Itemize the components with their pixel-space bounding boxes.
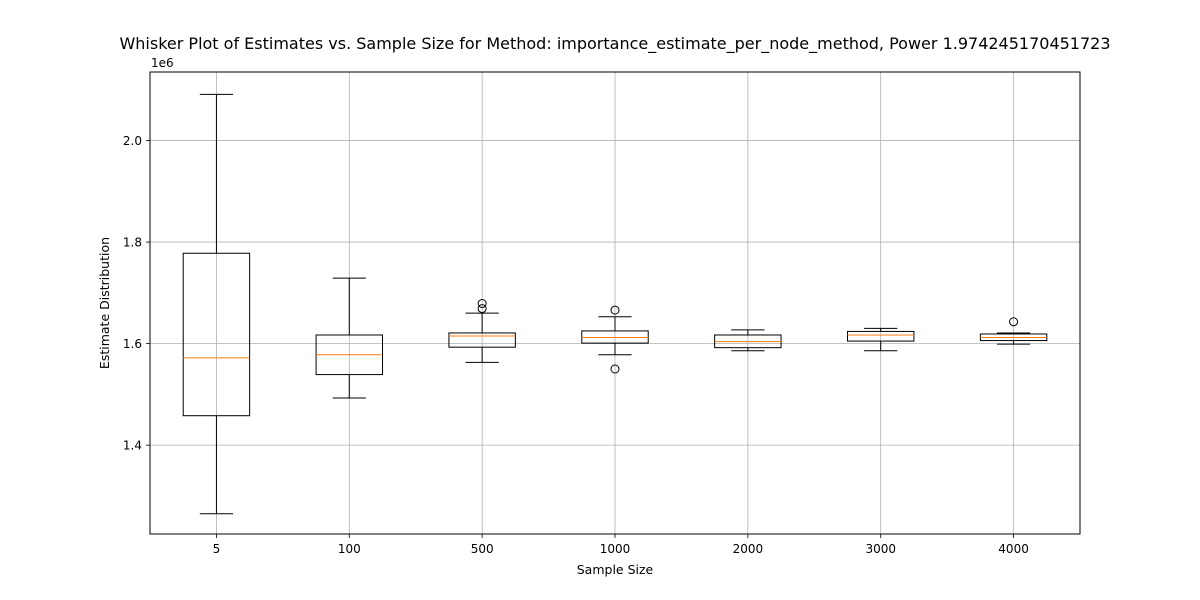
grid-lines bbox=[150, 72, 1080, 534]
y-axis-label: Estimate Distribution bbox=[97, 237, 112, 369]
x-tick-label: 1000 bbox=[600, 542, 631, 556]
y-tick-label: 1.8 bbox=[123, 236, 142, 250]
y-tick-label: 1.4 bbox=[123, 439, 142, 453]
plot-area-frame bbox=[149, 71, 1081, 535]
outlier-point bbox=[610, 305, 620, 315]
y-axis-offset-label: 1e6 bbox=[151, 56, 174, 70]
outlier-point bbox=[477, 304, 487, 314]
x-axis-label: Sample Size bbox=[577, 562, 654, 577]
box-group-500 bbox=[448, 299, 516, 363]
box-group-4000 bbox=[979, 317, 1048, 345]
box-group-5 bbox=[182, 93, 251, 515]
y-tick-label: 2.0 bbox=[123, 134, 142, 148]
iqr-box bbox=[581, 330, 649, 344]
box-group-2000 bbox=[714, 329, 782, 352]
iqr-box bbox=[448, 332, 516, 348]
boxes bbox=[182, 93, 1048, 515]
iqr-box bbox=[847, 330, 915, 342]
y-tick-label: 1.6 bbox=[123, 337, 142, 351]
box-group-3000 bbox=[847, 327, 915, 352]
iqr-box bbox=[182, 252, 251, 417]
chart-title: Whisker Plot of Estimates vs. Sample Siz… bbox=[119, 34, 1110, 54]
box-group-1000 bbox=[581, 305, 649, 374]
outlier-point bbox=[1009, 317, 1019, 327]
box-group-100 bbox=[315, 277, 384, 399]
x-tick-label: 100 bbox=[338, 542, 361, 556]
x-tick-label: 5 bbox=[213, 542, 221, 556]
x-tick-label: 2000 bbox=[733, 542, 764, 556]
outlier-point bbox=[610, 364, 620, 374]
x-tick-label: 4000 bbox=[998, 542, 1029, 556]
x-tick-label: 500 bbox=[471, 542, 494, 556]
x-tick-label: 3000 bbox=[865, 542, 896, 556]
axis-ticks: 5 100 500 1000 2000 3000 4000 1.4 1.6 1.8 2.0 bbox=[123, 134, 1029, 556]
outlier-point bbox=[477, 299, 487, 309]
